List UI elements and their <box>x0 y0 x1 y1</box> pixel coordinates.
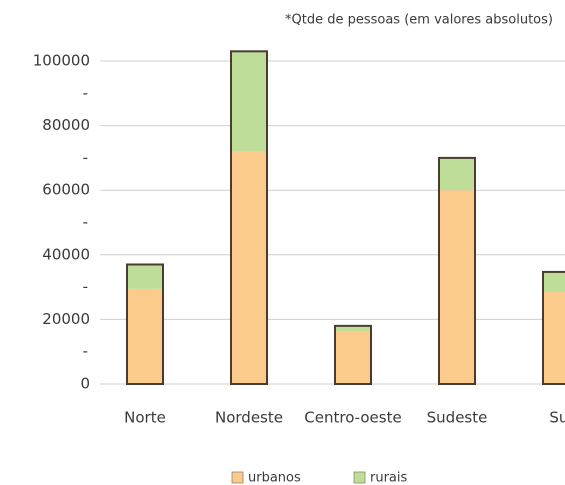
legend-label: urbanos <box>248 471 301 485</box>
x-tick-label: Norte <box>124 409 166 427</box>
legend-swatch <box>353 471 366 484</box>
bar-segment <box>335 325 371 332</box>
bar-segment <box>231 151 267 384</box>
y-tick-label: - <box>83 148 88 166</box>
bar-outline <box>334 324 372 385</box>
x-tick-label: Nordeste <box>215 409 283 427</box>
y-tick-label: - <box>83 213 88 231</box>
bar-segment <box>127 264 163 289</box>
bar-outline <box>230 50 268 386</box>
y-tick-label: 20000 <box>42 310 90 328</box>
y-tick-label: 60000 <box>42 181 90 199</box>
y-tick-label: - <box>83 278 88 296</box>
x-tick-label: Sul <box>549 409 565 427</box>
bar-segment <box>127 288 163 384</box>
bar-segment <box>439 190 475 384</box>
bar-outline <box>126 263 164 385</box>
y-tick-label: - <box>83 84 88 102</box>
bar-outline <box>438 156 476 385</box>
legend-label: rurais <box>370 471 408 485</box>
x-tick-label: Sudeste <box>427 409 488 427</box>
x-tick-label: Centro-oeste <box>304 409 401 427</box>
y-tick-label: 40000 <box>42 245 90 263</box>
bar-segment <box>335 331 371 384</box>
y-tick-label: 80000 <box>42 116 90 134</box>
bar-segment <box>231 51 267 152</box>
y-tick-label: - <box>83 342 88 360</box>
y-tick-label: 0 <box>80 375 90 393</box>
chart-title: *Qtde de pessoas (em valores absolutos) <box>285 13 553 28</box>
legend-swatch <box>231 471 244 484</box>
bar-outline <box>542 270 565 386</box>
bar-segment <box>543 291 565 384</box>
y-tick-label: 100000 <box>33 52 90 70</box>
bar-segment <box>439 157 475 191</box>
bar-segment <box>543 271 565 292</box>
